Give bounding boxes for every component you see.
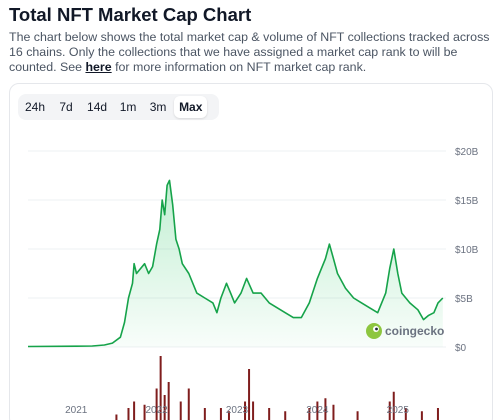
y-tick-label: $20B (455, 147, 479, 158)
range-tab-7d[interactable]: 7d (59, 100, 73, 114)
coingecko-logo-pupil (375, 327, 378, 331)
range-tab-max[interactable]: Max (174, 96, 208, 118)
volume-bar (244, 401, 247, 420)
x-tick-label: 2023 (226, 405, 249, 416)
x-axis: 2021 2022 2023 2024 2025 (65, 405, 409, 416)
market-cap-area (27, 179, 444, 348)
nft-rank-info-link[interactable]: here (85, 60, 112, 74)
volume-bar (163, 395, 166, 420)
range-tab-24h[interactable]: 24h (25, 100, 46, 114)
volume-bar (436, 408, 439, 420)
time-range-selector: 24h 7d 14d 1m 3m Max (18, 94, 219, 120)
volume-bars (115, 356, 439, 420)
x-tick-label: 2022 (145, 405, 168, 416)
y-tick-label: $15B (455, 196, 479, 207)
volume-bar (284, 411, 287, 420)
volume-bar (115, 414, 118, 420)
volume-bar (159, 356, 162, 420)
range-tab-14d[interactable]: 14d (87, 100, 108, 114)
x-tick-label: 2021 (65, 405, 88, 416)
volume-bar (187, 388, 190, 420)
x-tick-label: 2024 (306, 405, 329, 416)
description-text-before: The chart below shows the total market c… (9, 30, 490, 74)
x-tick-label: 2025 (387, 405, 410, 416)
volume-bar (179, 401, 182, 420)
y-tick-label: $10B (455, 245, 479, 256)
description-text-after: for more information on NFT market cap r… (111, 60, 367, 74)
volume-bar (133, 401, 136, 420)
coingecko-watermark: coingecko (366, 323, 444, 339)
volume-bar (252, 401, 255, 420)
watermark-text: coingecko (385, 324, 444, 338)
volume-bar (324, 398, 327, 420)
volume-bar (356, 411, 359, 420)
volume-bar (420, 411, 423, 420)
volume-bar (167, 382, 170, 420)
volume-bar (248, 369, 251, 420)
y-tick-label: $5B (455, 294, 473, 305)
y-tick-label: $0 (455, 343, 467, 354)
volume-bar (308, 408, 311, 420)
volume-bar (268, 408, 271, 420)
chart-card: 24h 7d 14d 1m 3m Max $0 $5B $10B $15B $20B 2… (9, 83, 493, 420)
range-tab-3m[interactable]: 3m (149, 100, 167, 114)
volume-bar (203, 408, 206, 420)
volume-bar (388, 401, 391, 420)
market-cap-line (27, 179, 444, 348)
volume-bar (404, 408, 407, 420)
page-title: Total NFT Market Cap Chart (9, 4, 252, 25)
volume-bar (392, 391, 395, 420)
volume-bar (227, 411, 230, 420)
volume-bar (155, 388, 158, 420)
volume-bar (143, 404, 146, 420)
range-tab-1m[interactable]: 1m (119, 100, 137, 114)
volume-bar (332, 404, 335, 420)
y-axis: $0 $5B $10B $15B $20B (455, 147, 479, 354)
market-cap-chart[interactable]: $0 $5B $10B $15B $20B 2021 2022 2023 2024 2025 c… (10, 84, 494, 420)
page-description: The chart below shows the total market c… (9, 30, 493, 75)
volume-bar (316, 401, 319, 420)
volume-bar (127, 408, 130, 420)
market-cap-area-fill (28, 180, 443, 347)
volume-bar (219, 408, 222, 420)
